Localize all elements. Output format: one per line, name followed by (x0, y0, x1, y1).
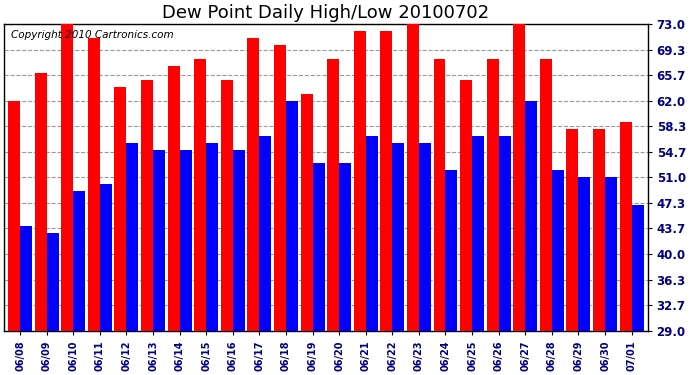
Bar (168, 66, 179, 331)
Bar (47, 233, 59, 331)
Bar (620, 122, 631, 331)
Bar (393, 142, 404, 331)
Bar (221, 80, 233, 331)
Bar (115, 87, 126, 331)
Bar (566, 129, 578, 331)
Bar (366, 135, 377, 331)
Bar (313, 164, 324, 331)
Bar (248, 38, 259, 331)
Bar (100, 184, 112, 331)
Bar (460, 80, 472, 331)
Title: Dew Point Daily High/Low 20100702: Dew Point Daily High/Low 20100702 (162, 4, 489, 22)
Bar (472, 135, 484, 331)
Bar (380, 31, 393, 331)
Bar (206, 142, 218, 331)
Bar (605, 177, 617, 331)
Bar (446, 171, 457, 331)
Bar (141, 80, 153, 331)
Bar (153, 150, 165, 331)
Bar (354, 31, 366, 331)
Bar (631, 206, 644, 331)
Bar (179, 150, 192, 331)
Text: Copyright 2010 Cartronics.com: Copyright 2010 Cartronics.com (10, 30, 173, 40)
Bar (73, 191, 86, 331)
Bar (286, 100, 298, 331)
Bar (593, 129, 605, 331)
Bar (274, 45, 286, 331)
Bar (61, 24, 73, 331)
Bar (419, 142, 431, 331)
Bar (20, 226, 32, 331)
Bar (540, 58, 552, 331)
Bar (433, 58, 446, 331)
Bar (8, 100, 20, 331)
Bar (34, 73, 47, 331)
Bar (327, 58, 339, 331)
Bar (259, 135, 271, 331)
Bar (339, 164, 351, 331)
Bar (525, 100, 538, 331)
Bar (233, 150, 245, 331)
Bar (552, 171, 564, 331)
Bar (578, 177, 591, 331)
Bar (301, 94, 313, 331)
Bar (499, 135, 511, 331)
Bar (88, 38, 100, 331)
Bar (195, 58, 206, 331)
Bar (513, 24, 525, 331)
Bar (126, 142, 139, 331)
Bar (486, 58, 499, 331)
Bar (407, 24, 419, 331)
